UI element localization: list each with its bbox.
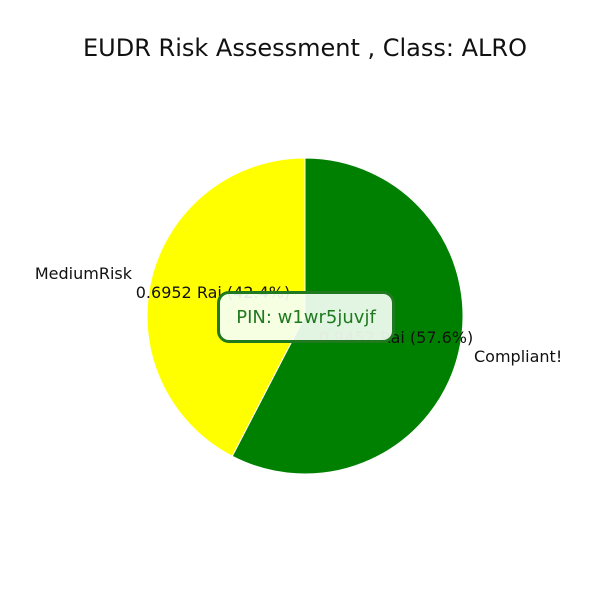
category-label-compliant: Compliant!	[474, 347, 562, 366]
pin-text: PIN: w1wr5juvjf	[236, 306, 376, 328]
chart-title: EUDR Risk Assessment , Class: ALRO	[83, 34, 527, 62]
category-label-mediumrisk: MediumRisk	[35, 264, 133, 283]
pin-annotation-badge: PIN: w1wr5juvjf	[217, 291, 395, 343]
